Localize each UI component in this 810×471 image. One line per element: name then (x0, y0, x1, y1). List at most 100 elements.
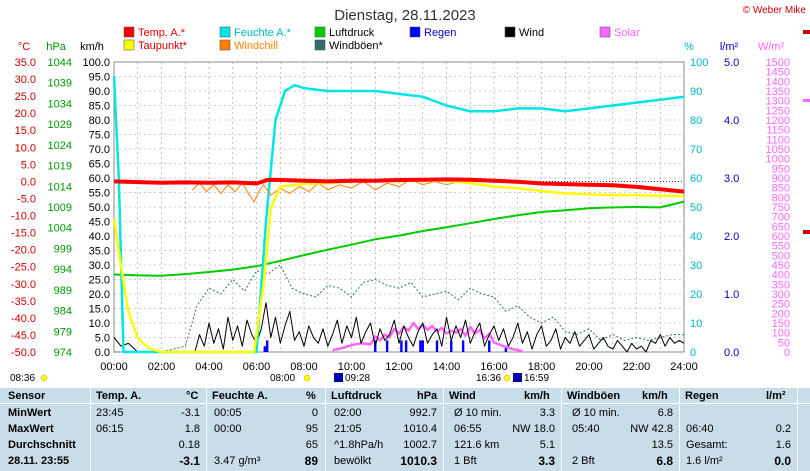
rain-bar (421, 340, 424, 352)
legend-swatch (314, 26, 326, 38)
table-cell: 0.2 (775, 423, 791, 435)
wind-tick-label: 25.0 (89, 275, 110, 287)
press-tick-label: 1044 (48, 57, 72, 69)
table-cell: 3.3 (539, 407, 555, 419)
wind-tick-label: 100.0 (82, 57, 110, 69)
header-wind-unit: km/h (524, 390, 550, 402)
table-cell: NW 18.0 (512, 423, 555, 435)
press-tick-label: 1009 (48, 202, 72, 214)
row-label: MaxWert (8, 423, 54, 435)
table-cell: Ø 10 min. (572, 407, 620, 419)
solar-tick-label: 700 (772, 212, 790, 224)
table-cell: 13.5 (651, 439, 673, 451)
solar-tick-label: 250 (772, 299, 790, 311)
table-cell: 06:40 (686, 423, 714, 435)
solar-tick-label: 950 (772, 163, 790, 175)
solar-tick-label: 1050 (766, 144, 790, 156)
press-tick-label: 1024 (48, 140, 72, 152)
row-label: Durchschnitt (8, 439, 76, 451)
header-gust-unit: km/h (642, 390, 668, 402)
solar-tick-label: 1100 (766, 134, 790, 146)
legend-label: Luftdruck (329, 27, 375, 39)
legend-label: Regen (424, 27, 456, 39)
solar-tick-label: 300 (772, 289, 790, 301)
credit-text: © Weber Mike (743, 5, 807, 16)
table-cell: 02:00 (334, 407, 362, 419)
press-tick-label: 994 (54, 264, 72, 276)
wind-tick-label: 75.0 (89, 130, 110, 142)
wind-tick-label: 5.0 (95, 333, 110, 345)
legend-label: Temp. A.* (138, 27, 186, 39)
rain-bar (450, 340, 453, 352)
temp-tick-label: -10.0 (11, 211, 36, 223)
temp-tick-label: -40.0 (11, 313, 36, 325)
x-tick-label: 18:00 (528, 361, 556, 373)
press-tick-label: 1039 (48, 78, 72, 90)
temp-tick-label: 25.0 (15, 91, 36, 103)
solar-tick-label: 1300 (766, 96, 790, 108)
wind-tick-label: 55.0 (89, 188, 110, 200)
axis-unit-hum: % (684, 41, 694, 53)
table-cell: Ø 10 min. (454, 407, 502, 419)
hum-tick-label: 10 (690, 318, 702, 330)
rain-bar (263, 346, 267, 352)
solar-tick-label: 1500 (766, 57, 790, 69)
legend-swatch (409, 26, 421, 38)
wind-tick-label: 45.0 (89, 217, 110, 229)
weather-chart: Dienstag, 28.11.2023 © Weber Mike Temp. A.… (10, 5, 810, 384)
rain-bar (265, 340, 269, 352)
x-tick-label: 14:00 (433, 361, 461, 373)
header-press: Luftdruck (331, 390, 382, 402)
rain-tick-label: 5.0 (724, 57, 739, 69)
table-cell: 6.8 (657, 407, 673, 419)
solar-tick-label: 50 (778, 337, 790, 349)
hum-tick-label: 70 (690, 144, 702, 156)
table-cell: 992.7 (409, 407, 437, 419)
rain-tick-label: 4.0 (724, 115, 739, 127)
table-cell: 1.6 (775, 439, 791, 451)
windchill-line (192, 179, 459, 203)
sun-marker-icon (303, 374, 311, 382)
temp-tick-label: -5.0 (17, 193, 36, 205)
x-tick-label: 16:00 (480, 361, 508, 373)
axis-unit-press: hPa (46, 41, 66, 53)
legend-label: Solar (614, 27, 640, 39)
solar-tick-label: 0 (784, 347, 790, 359)
row-label: 28.11. 23:55 (8, 455, 70, 467)
hum-tick-label: 20 (690, 289, 702, 301)
header-rain: Regen (685, 390, 719, 402)
table-cell: 121.6 km (454, 439, 500, 451)
table-cell: 0.18 (178, 439, 200, 451)
row-label: MinWert (8, 407, 52, 419)
solar-tick-label: 1350 (766, 86, 790, 98)
solar-tick-label: 750 (772, 202, 790, 214)
temp-tick-label: 15.0 (15, 125, 36, 137)
axis-unit-temp: °C (18, 41, 30, 53)
rain-tick-label: 1.0 (724, 289, 739, 301)
header-temp-unit: °C (186, 390, 199, 402)
humidity-line (112, 76, 685, 354)
x-tick-label: 22:00 (623, 361, 651, 373)
table-cell: 1010.3 (400, 454, 437, 468)
legend-swatch (504, 26, 516, 38)
table-cell: 1002.7 (403, 439, 437, 451)
solar-tick-label: 1150 (766, 125, 790, 137)
solar-tick-label: 200 (772, 308, 790, 320)
rain-bar (419, 340, 422, 352)
rain-tick-label: 3.0 (724, 173, 739, 185)
header-temp: Temp. A. (96, 390, 142, 402)
table-cell: 1.6 l/m² (686, 455, 723, 467)
table-cell: 1010.4 (403, 423, 437, 435)
axis-unit-wind: km/h (80, 41, 104, 53)
table-cell: NW 42.8 (630, 423, 673, 435)
legend-swatch (599, 26, 611, 38)
wind-tick-label: 40.0 (89, 231, 110, 243)
temperature-line (113, 177, 685, 194)
legend-swatch (123, 26, 135, 38)
table-cell: 05:40 (572, 423, 600, 435)
table-cell: 23:45 (96, 407, 124, 419)
rain-tick-label: 0.0 (724, 347, 739, 359)
legend-swatch (219, 26, 231, 38)
rain-bar (504, 346, 508, 352)
table-cell: 6.8 (656, 454, 673, 468)
